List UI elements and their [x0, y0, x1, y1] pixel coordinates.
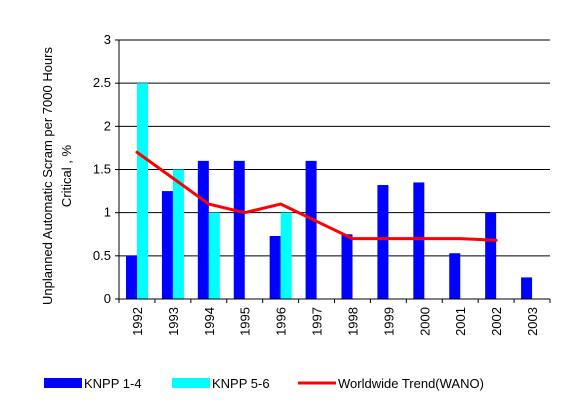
bar-knpp-1-4	[341, 234, 353, 299]
legend-item: Worldwide Trend(WANO)	[298, 376, 484, 391]
y-axis-title: Unplanned Automatic Scram per 7000 Hours…	[40, 47, 74, 305]
bar-knpp-1-4	[233, 160, 245, 299]
y-axis-title-line1: Unplanned Automatic Scram per 7000 Hours	[40, 47, 55, 305]
bar-knpp-1-4	[377, 185, 389, 299]
y-tick-label: 1	[104, 205, 111, 220]
y-tick-label: 0.5	[93, 248, 111, 263]
x-tick-label: 1993	[166, 307, 181, 336]
y-tick-label: 2	[104, 118, 111, 133]
x-tick-label: 1998	[345, 307, 360, 336]
y-tick-label: 2.5	[93, 75, 111, 90]
x-tick-label: 2001	[453, 307, 468, 336]
legend-item: KNPP 5-6	[172, 376, 270, 391]
bar-knpp-1-4	[305, 160, 317, 299]
trend-line	[135, 150, 498, 242]
x-tick-label: 2002	[489, 307, 504, 336]
legend-label: KNPP 5-6	[212, 376, 270, 391]
bar-knpp-1-4	[449, 253, 461, 299]
x-tick-labels: 1992 1993 1994 1995 1996 1997 1998 1999 2000 2001…	[130, 307, 540, 336]
y-tick-label: 1.5	[93, 162, 111, 177]
legend-swatch	[44, 378, 82, 388]
bar-knpp-5-6	[172, 169, 184, 299]
y-tick-labels: 0 0.5 1 1.5 2 2.5 3	[93, 32, 111, 306]
trend-line-layer	[135, 150, 498, 242]
bar-knpp-1-4	[197, 160, 209, 299]
x-tick-label: 1994	[202, 307, 217, 336]
bar-knpp-1-4	[413, 182, 425, 299]
legend: KNPP 1-4 KNPP 5-6 Worldwide Trend(WANO)	[44, 376, 484, 391]
bar-knpp-5-6	[208, 212, 220, 299]
y-tick-label: 3	[104, 32, 111, 47]
bar-knpp-5-6	[137, 83, 148, 300]
legend-label: KNPP 1-4	[84, 376, 142, 391]
bars	[126, 83, 533, 300]
bar-knpp-5-6	[280, 212, 292, 299]
legend-swatch	[172, 378, 210, 388]
legend-item: KNPP 1-4	[44, 376, 142, 391]
x-tick-label: 1999	[381, 307, 396, 336]
x-tick-label: 1996	[274, 307, 289, 336]
bar-knpp-1-4	[269, 235, 281, 299]
y-tick-label: 0	[104, 291, 111, 306]
x-tick-label: 2003	[525, 307, 540, 336]
x-tick-label: 2000	[417, 307, 432, 336]
y-axis-title-line2: Critical , %	[59, 145, 74, 208]
bar-knpp-1-4	[161, 191, 173, 299]
x-tick-label: 1995	[238, 307, 253, 336]
grid-lines	[119, 39, 550, 257]
bar-knpp-1-4	[485, 212, 497, 299]
x-tick-label: 1992	[130, 307, 145, 336]
bar-knpp-1-4	[521, 277, 533, 299]
axes	[115, 39, 551, 303]
x-tick-label: 1997	[310, 307, 325, 336]
bar-knpp-1-4	[126, 255, 137, 299]
legend-label: Worldwide Trend(WANO)	[338, 376, 484, 391]
